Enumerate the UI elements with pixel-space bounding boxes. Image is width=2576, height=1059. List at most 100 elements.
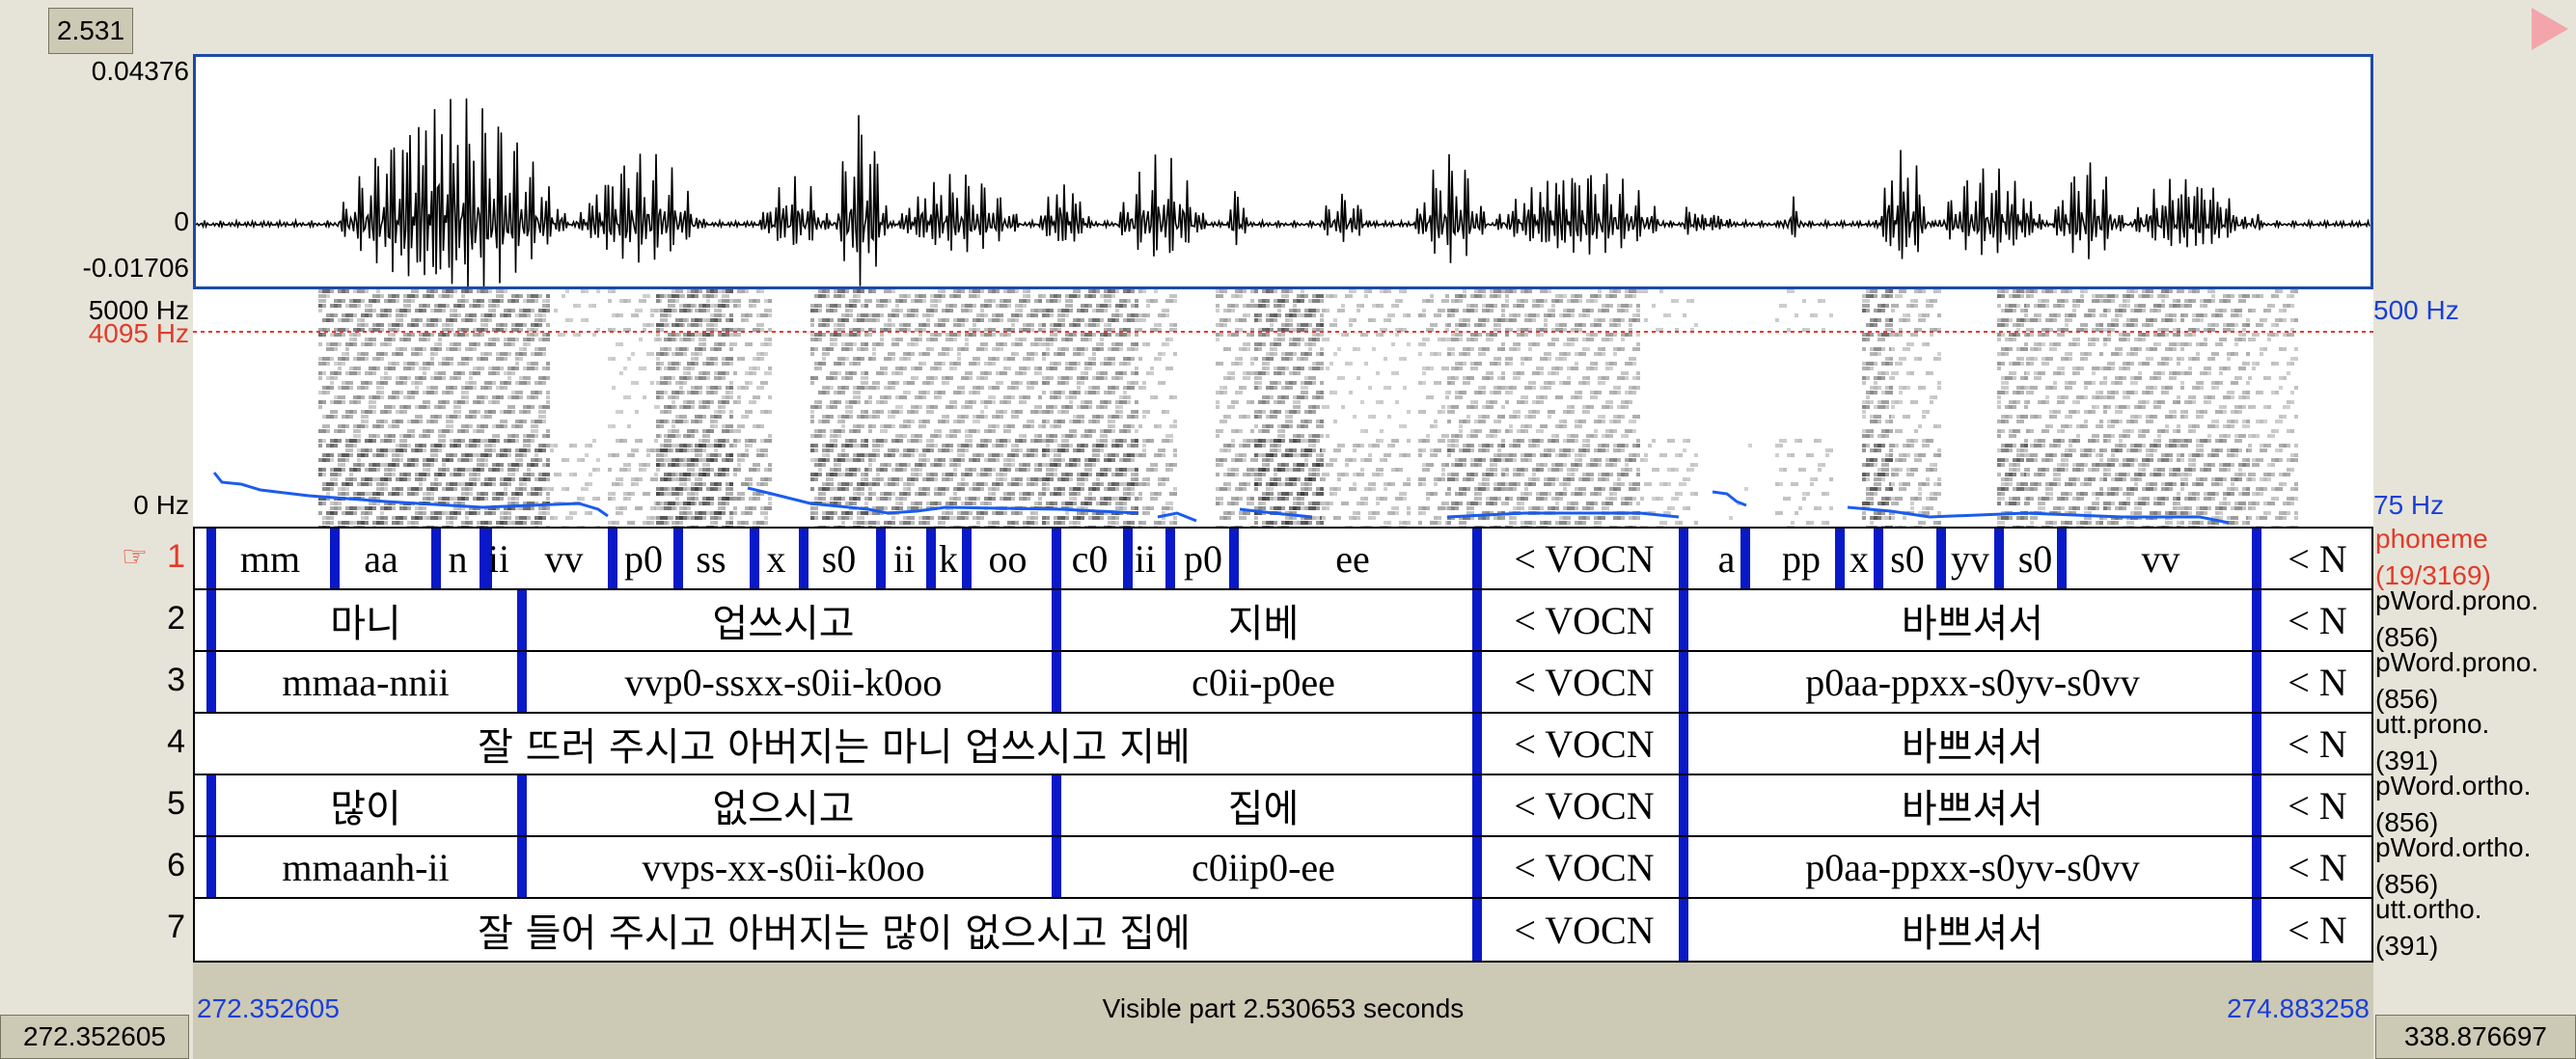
spectrogram-cell bbox=[710, 415, 714, 419]
spectrogram-cell bbox=[1011, 352, 1015, 356]
spectrogram-cell bbox=[357, 492, 361, 496]
spectrogram-cell bbox=[849, 415, 853, 419]
spectrogram-cell bbox=[810, 415, 814, 419]
spectrogram-cell bbox=[349, 410, 353, 414]
spectrogram-cell bbox=[679, 294, 683, 298]
spectrogram-cell bbox=[330, 357, 334, 361]
spectrogram-cell bbox=[729, 521, 733, 525]
spectrogram-cell bbox=[895, 395, 899, 399]
spectrogram-cell bbox=[330, 342, 334, 346]
spectrogram-cell bbox=[741, 415, 745, 419]
spectrogram-cell bbox=[453, 511, 457, 515]
spectrogram-cell bbox=[430, 497, 434, 501]
spectrogram-cell bbox=[915, 405, 918, 409]
spectrogram-cell bbox=[519, 294, 523, 298]
spectrogram-cell bbox=[668, 429, 671, 433]
spectrogram-cell bbox=[845, 415, 849, 419]
spectrogram-cell bbox=[675, 352, 679, 356]
spectrogram-cell bbox=[612, 424, 616, 428]
spectrogram-cell bbox=[857, 318, 861, 322]
spectrogram-cell bbox=[830, 309, 834, 312]
spectrogram-panel[interactable] bbox=[193, 289, 2373, 527]
spectrogram-cell bbox=[691, 391, 695, 394]
spectrogram-cell bbox=[753, 497, 756, 501]
spectrogram-cell bbox=[922, 391, 926, 394]
spectrogram-cell bbox=[1127, 492, 1131, 496]
spectrogram-cell bbox=[930, 477, 934, 481]
spectrogram-cell bbox=[702, 294, 706, 298]
spectrogram-cell bbox=[907, 521, 911, 525]
spectrogram-cell bbox=[880, 477, 884, 481]
spectrogram-cell bbox=[1011, 395, 1015, 399]
spectrogram-cell bbox=[453, 497, 457, 501]
spectrogram-cell bbox=[973, 453, 976, 457]
spectrogram-cell bbox=[1115, 415, 1119, 419]
spectrogram-cell bbox=[942, 463, 945, 467]
spectrogram-cell bbox=[895, 299, 899, 303]
spectrogram-cell bbox=[749, 511, 753, 515]
spectrogram-cell bbox=[589, 511, 592, 515]
spectrogram-cell bbox=[722, 400, 726, 404]
spectrogram-cell bbox=[534, 526, 538, 527]
spectrogram-cell bbox=[884, 386, 888, 390]
play-triangle-icon[interactable] bbox=[2532, 8, 2568, 50]
spectrogram-cell bbox=[733, 328, 737, 332]
spectrogram-cell bbox=[749, 304, 753, 308]
spectrogram-cell bbox=[1069, 458, 1073, 462]
spectrogram-cell bbox=[834, 309, 837, 312]
spectrogram-cell bbox=[523, 352, 527, 356]
spectrogram-cell bbox=[465, 415, 469, 419]
spectrogram-cell bbox=[453, 473, 457, 476]
spectrogram-cell bbox=[880, 313, 884, 317]
spectrogram-cell bbox=[531, 429, 534, 433]
spectrogram-cell bbox=[965, 444, 969, 448]
spectrogram-cell bbox=[926, 347, 930, 351]
spectrogram-cell bbox=[1065, 405, 1069, 409]
spectrogram-cell bbox=[745, 444, 749, 448]
spectrogram-cell bbox=[415, 458, 419, 462]
spectrogram-cell bbox=[980, 482, 984, 486]
spectrogram-cell bbox=[679, 492, 683, 496]
spectrogram-cell bbox=[702, 371, 706, 375]
spectrogram-cell bbox=[741, 458, 745, 462]
spectrogram-cell bbox=[1015, 289, 1019, 293]
spectrogram-cell bbox=[349, 444, 353, 448]
spectrogram-cell bbox=[1092, 352, 1096, 356]
spectrogram-cell bbox=[1015, 352, 1019, 356]
spectrogram-cell bbox=[984, 526, 988, 527]
spectrogram-cell bbox=[656, 434, 660, 438]
spectrogram-cell bbox=[369, 497, 372, 501]
spectrogram-cell bbox=[465, 444, 469, 448]
spectrogram-cell bbox=[558, 473, 562, 476]
spectrogram-cell bbox=[687, 497, 691, 501]
spectrogram-cell bbox=[1077, 506, 1081, 510]
spectrogram-cell bbox=[668, 395, 671, 399]
spectrogram-cell bbox=[469, 439, 473, 443]
spectrogram-cell bbox=[1042, 448, 1046, 452]
spectrogram-cell bbox=[1057, 448, 1061, 452]
spectrogram-cell bbox=[880, 526, 884, 527]
spectrogram-cell bbox=[837, 333, 841, 337]
spectrogram-cell bbox=[419, 444, 423, 448]
spectrogram-cell bbox=[434, 473, 438, 476]
spectrogram-cell bbox=[388, 405, 392, 409]
spectrogram-cell bbox=[764, 342, 768, 346]
selection-duration-box[interactable]: 2.531 bbox=[48, 8, 133, 54]
spectrogram-cell bbox=[446, 482, 450, 486]
waveform-panel[interactable] bbox=[193, 54, 2373, 289]
spectrogram-cell bbox=[654, 477, 658, 481]
spectrogram-cell bbox=[504, 482, 507, 486]
spectrogram-cell bbox=[623, 328, 627, 332]
spectrogram-cell bbox=[853, 400, 857, 404]
spectrogram-cell bbox=[612, 313, 616, 317]
spectrogram-cell bbox=[679, 444, 683, 448]
spectrogram-cell bbox=[664, 309, 668, 312]
spectrogram-cell bbox=[322, 439, 326, 443]
spectrogram-cell bbox=[660, 444, 664, 448]
spectrogram-cell bbox=[361, 386, 365, 390]
spectrogram-cell bbox=[749, 381, 753, 385]
spectrogram-cell bbox=[438, 405, 442, 409]
spectrogram-cell bbox=[538, 448, 542, 452]
spectrogram-cell bbox=[353, 429, 357, 433]
spectrogram-cell bbox=[864, 386, 868, 390]
